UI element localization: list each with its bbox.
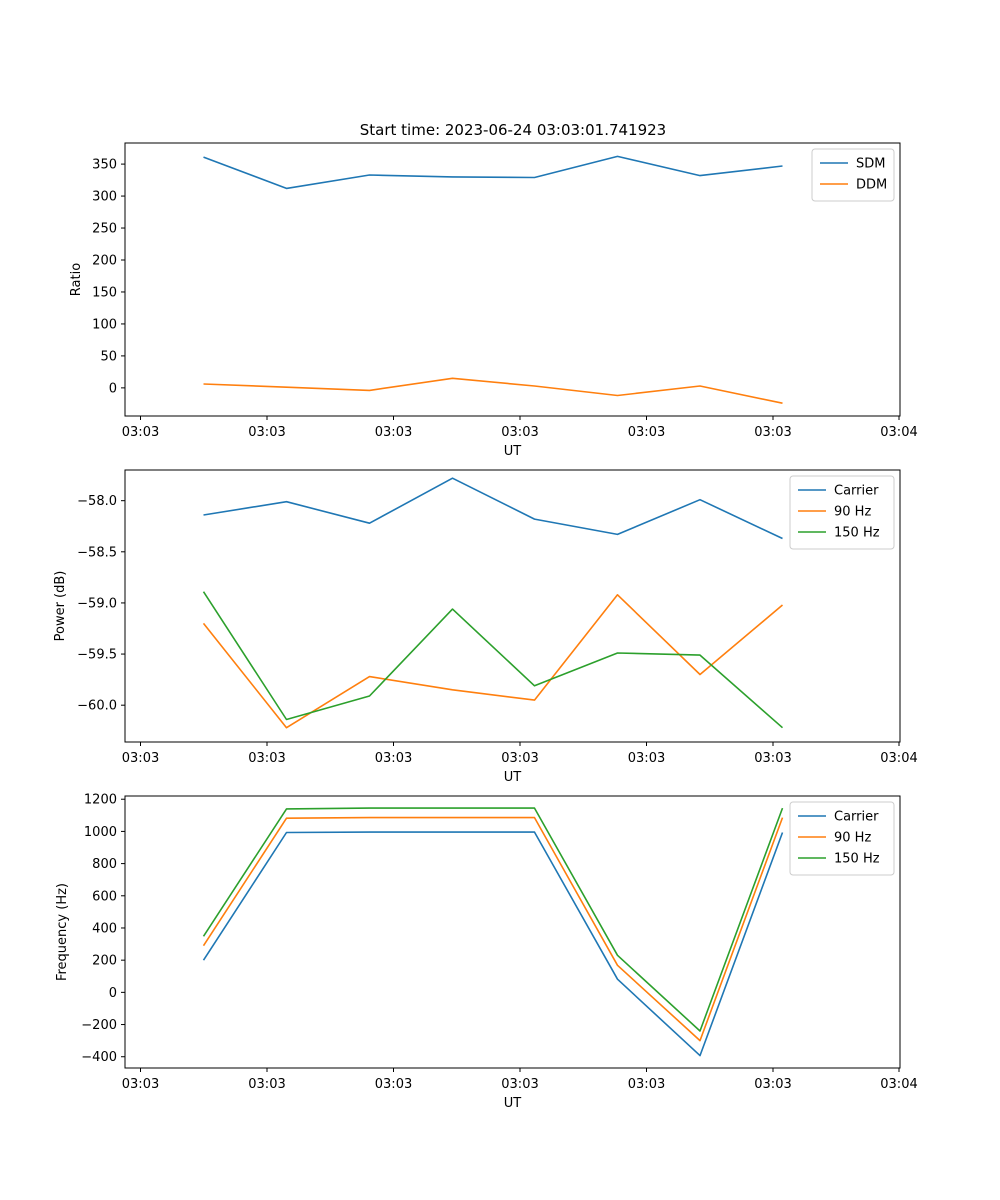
x-tick-label: 03:03: [754, 425, 791, 440]
y-tick-label: 400: [92, 921, 117, 936]
x-tick-label: 03:03: [501, 751, 538, 766]
x-axis-label: UT: [504, 444, 522, 459]
legend-entry: 90 Hz: [834, 831, 871, 846]
y-tick-label: 350: [92, 158, 117, 173]
legend-entry: 90 Hz: [834, 505, 871, 520]
x-tick-label: 03:03: [248, 425, 285, 440]
y-tick-label: 0: [109, 381, 117, 396]
x-tick-label: 03:03: [754, 1077, 791, 1092]
y-tick-label: −59.0: [77, 596, 117, 611]
x-tick-label: 03:03: [628, 751, 665, 766]
subplot-3: −400 −200 0 200 400 600 800 1000 1200 03:03 03:03 0…: [55, 793, 918, 1111]
legend-entry: 150 Hz: [834, 852, 880, 867]
x-tick-label: 03:03: [375, 1077, 412, 1092]
y-tick-label: −200: [81, 1018, 117, 1033]
y-axis-label: Power (dB): [53, 571, 68, 642]
y-tick-label: 200: [92, 954, 117, 969]
y-tick-label: 800: [92, 857, 117, 872]
x-tick-label: 03:03: [628, 1077, 665, 1092]
legend: Carrier 90 Hz 150 Hz: [789, 475, 895, 550]
series-line-90-hz: [202, 816, 784, 1042]
x-tick-label: 03:04: [880, 425, 917, 440]
y-tick-label: 100: [92, 317, 117, 332]
legend-box: [789, 801, 895, 876]
series-line-sdm: [203, 155, 783, 190]
axes-frame: [124, 142, 901, 417]
x-tick-label: 03:04: [880, 751, 917, 766]
x-axis-label: UT: [504, 770, 522, 785]
legend-entry: SDM: [856, 157, 885, 172]
legend-box: [789, 475, 895, 550]
x-tick-label: 03:03: [628, 425, 665, 440]
x-tick-label: 03:03: [754, 751, 791, 766]
x-tick-label: 03:03: [501, 425, 538, 440]
legend-box: [811, 148, 895, 202]
legend-entry: DDM: [856, 178, 887, 193]
legend-entry: 150 Hz: [834, 526, 880, 541]
y-tick-label: 300: [92, 190, 117, 205]
series-line-150-hz: [202, 591, 784, 729]
x-tick-label: 03:03: [375, 751, 412, 766]
x-tick-label: 03:04: [880, 1077, 917, 1092]
y-axis-label: Ratio: [69, 263, 84, 296]
series-line-carrier: [203, 477, 783, 540]
subplots: 0 50 100 150 200 250 300 350 03:03 03:03 03:03 03:0…: [53, 142, 918, 1111]
y-tick-label: 0: [109, 986, 117, 1001]
x-tick-label: 03:03: [122, 1077, 159, 1092]
x-tick-label: 03:03: [122, 751, 159, 766]
x-tick-label: 03:03: [375, 425, 412, 440]
x-axis-label: UT: [504, 1096, 522, 1111]
y-tick-label: 250: [92, 222, 117, 237]
y-tick-label: −59.5: [77, 648, 117, 663]
y-axis-label: Frequency (Hz): [55, 883, 70, 981]
y-tick-label: 150: [92, 285, 117, 300]
y-tick-label: 1200: [84, 793, 117, 808]
legend-entry: Carrier: [834, 484, 879, 499]
series-line-ddm: [203, 377, 783, 404]
x-tick-label: 03:03: [248, 1077, 285, 1092]
y-tick-label: −58.0: [77, 494, 117, 509]
y-tick-label: 200: [92, 254, 117, 269]
legend-entry: Carrier: [834, 810, 879, 825]
y-tick-label: −400: [81, 1050, 117, 1065]
legend: Carrier 90 Hz 150 Hz: [789, 801, 895, 876]
y-tick-label: 600: [92, 889, 117, 904]
x-tick-label: 03:03: [501, 1077, 538, 1092]
subplot-1: 0 50 100 150 200 250 300 350 03:03 03:03 03:03 03:0…: [69, 142, 918, 459]
x-tick-label: 03:03: [122, 425, 159, 440]
figure-title: Start time: 2023-06-24 03:03:01.741923: [360, 121, 666, 139]
y-tick-label: 1000: [84, 825, 117, 840]
y-tick-label: −60.0: [77, 699, 117, 714]
axes-frame: [124, 795, 901, 1069]
x-tick-label: 03:03: [248, 751, 285, 766]
legend: SDM DDM: [811, 148, 895, 202]
axes-frame: [124, 469, 901, 743]
series-line-90-hz: [202, 593, 784, 729]
series-line-150-hz: [202, 807, 784, 1032]
series-line-carrier: [202, 831, 784, 1057]
y-tick-label: −58.5: [77, 545, 117, 560]
y-tick-label: 50: [100, 349, 117, 364]
subplot-2: −58.0 −58.5 −59.0 −59.5 −60.0 03:03 03:03 03:03…: [53, 469, 918, 785]
